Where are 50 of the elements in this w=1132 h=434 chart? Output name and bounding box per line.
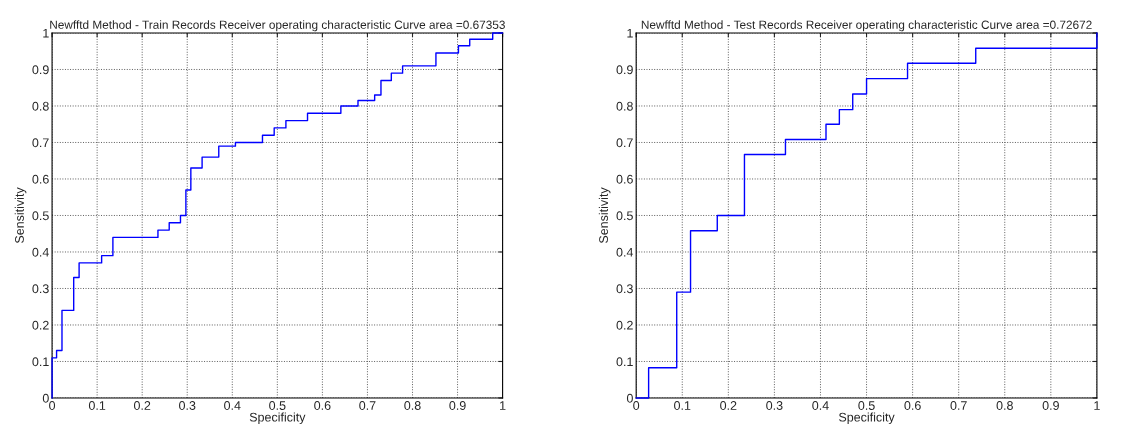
y-tick-label: 0.9 xyxy=(616,65,633,75)
y-tick-label: 0.2 xyxy=(616,320,633,330)
x-tick-label: 0.8 xyxy=(404,401,421,410)
x-tick-label: 0.9 xyxy=(1042,401,1059,410)
x-tick-label: 1 xyxy=(1094,401,1100,410)
y-tick-label: 0.3 xyxy=(616,284,633,294)
y-tick-label: 0.8 xyxy=(616,101,633,111)
x-axis-title: Specificity xyxy=(249,412,306,425)
y-tick-label: 0.1 xyxy=(616,357,633,367)
x-tick-label: 0.7 xyxy=(359,401,376,410)
x-tick-label: 0 xyxy=(49,401,56,410)
y-tick-label: 0.7 xyxy=(616,138,633,148)
y-tick-label: 0.6 xyxy=(616,174,633,184)
x-tick-label: 0.7 xyxy=(950,401,967,410)
chart-title: Newfftd Method - Train Records Receiver operating characteristic Curve area =0.67353 xyxy=(50,20,505,32)
y-axis-title: Sensitivity xyxy=(598,187,611,244)
y-tick-label: 0.7 xyxy=(32,138,49,148)
x-tick-label: 0.1 xyxy=(674,401,691,410)
x-tick-label: 0.4 xyxy=(812,401,829,410)
y-tick-label: 0.4 xyxy=(32,247,49,257)
x-tick-label: 0.3 xyxy=(766,401,783,410)
y-tick-label: 0.3 xyxy=(32,284,49,294)
x-tick-label: 0.1 xyxy=(88,401,106,410)
x-tick-label: 0.5 xyxy=(858,401,875,410)
y-tick-label: 0.6 xyxy=(32,174,49,184)
y-tick-label: 0.5 xyxy=(32,211,49,221)
y-tick-label: 0.4 xyxy=(616,247,634,257)
y-tick-label: 1 xyxy=(627,28,633,38)
x-tick-label: 0.2 xyxy=(720,401,737,410)
y-tick-label: 0.8 xyxy=(32,101,49,111)
x-tick-label: 0.2 xyxy=(133,401,151,410)
y-tick-label: 0.1 xyxy=(32,357,49,367)
x-axis-title: Specificity xyxy=(838,412,895,425)
x-tick-label: 1 xyxy=(500,401,506,410)
x-tick-label: 0.4 xyxy=(224,401,241,410)
y-tick-label: 0.9 xyxy=(32,65,49,75)
y-tick-label: 0.2 xyxy=(32,320,49,330)
x-tick-label: 0.3 xyxy=(179,401,196,410)
y-tick-label: 0.5 xyxy=(616,211,633,221)
y-axis-title: Sensitivity xyxy=(14,187,27,244)
y-tick-label: 0 xyxy=(42,393,49,403)
x-tick-label: 0 xyxy=(633,401,640,410)
x-tick-label: 0.6 xyxy=(314,401,331,410)
y-tick-label: 0 xyxy=(626,393,633,403)
chart-title: Newfftd Method - Test Records Receiver operating characteristic Curve area =0.72672 xyxy=(641,20,1092,32)
x-tick-label: 0.8 xyxy=(996,401,1013,410)
x-tick-label: 0.9 xyxy=(449,401,466,410)
x-tick-label: 0.5 xyxy=(269,401,286,410)
x-tick-label: 0.6 xyxy=(904,401,921,410)
y-tick-label: 1 xyxy=(43,28,49,38)
